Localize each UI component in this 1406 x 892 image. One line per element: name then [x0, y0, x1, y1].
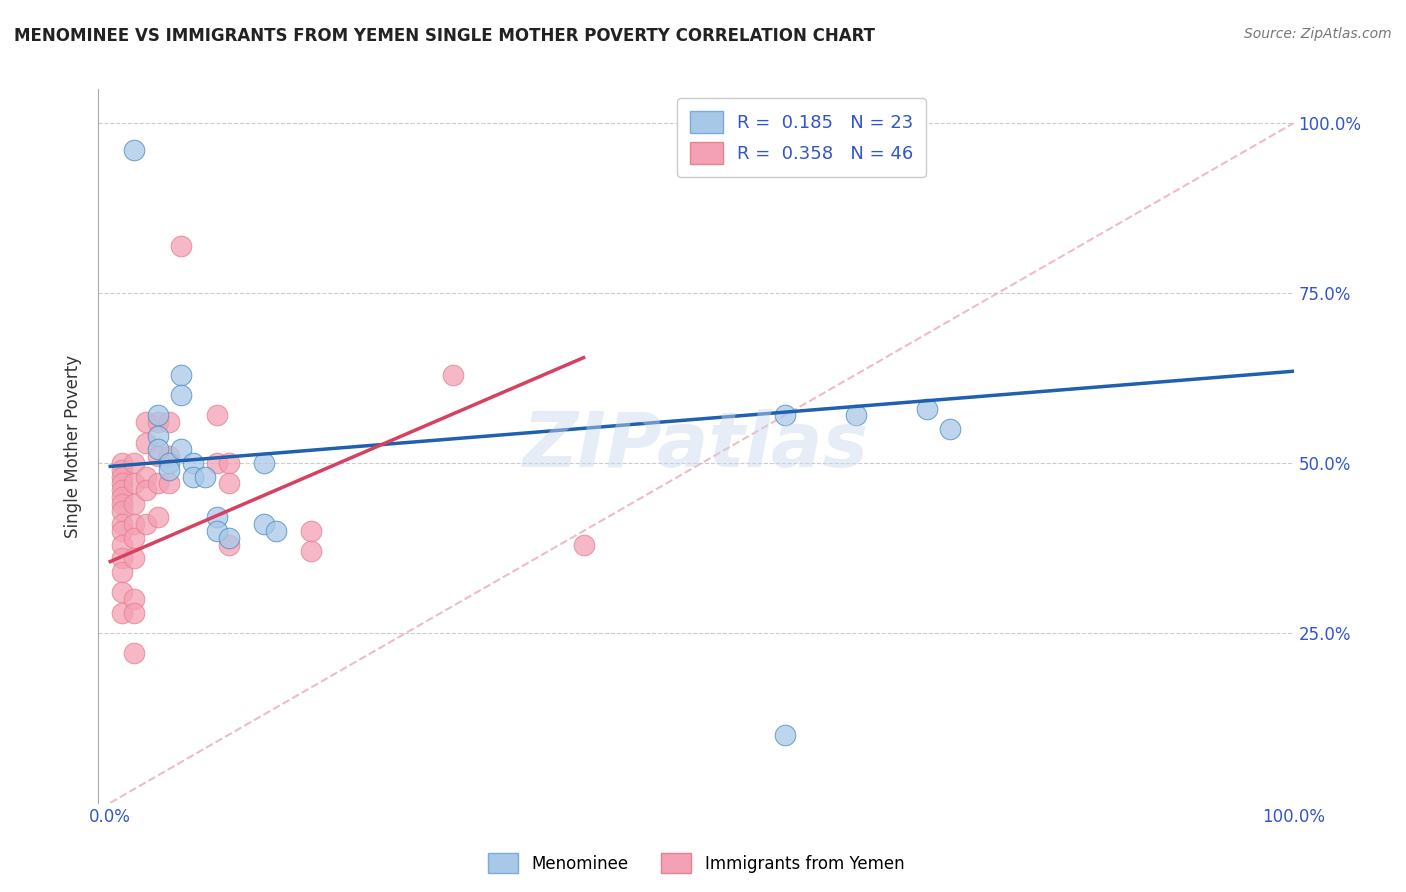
- Point: [122, 606, 145, 620]
- Point: [773, 728, 796, 742]
- Legend: Menominee, Immigrants from Yemen: Menominee, Immigrants from Yemen: [481, 847, 911, 880]
- Text: Source: ZipAtlas.com: Source: ZipAtlas.com: [1244, 27, 1392, 41]
- Point: [157, 415, 180, 429]
- Point: [111, 490, 134, 504]
- Y-axis label: Single Mother Poverty: Single Mother Poverty: [65, 354, 83, 538]
- Point: [111, 537, 134, 551]
- Point: [157, 476, 180, 491]
- Point: [122, 591, 145, 606]
- Point: [111, 497, 134, 511]
- Point: [111, 469, 134, 483]
- Point: [146, 442, 169, 457]
- Point: [157, 456, 180, 470]
- Point: [111, 606, 134, 620]
- Point: [111, 456, 134, 470]
- Point: [122, 551, 145, 566]
- Point: [218, 456, 240, 470]
- Point: [157, 449, 180, 463]
- Point: [146, 409, 169, 423]
- Point: [146, 429, 169, 443]
- Point: [299, 524, 322, 538]
- Point: [194, 469, 217, 483]
- Point: [170, 368, 193, 382]
- Point: [135, 483, 157, 498]
- Point: [170, 238, 193, 252]
- Point: [135, 435, 157, 450]
- Point: [170, 442, 193, 457]
- Point: [122, 476, 145, 491]
- Point: [111, 463, 134, 477]
- Point: [572, 537, 595, 551]
- Point: [146, 476, 169, 491]
- Point: [205, 510, 228, 524]
- Point: [253, 517, 276, 532]
- Text: MENOMINEE VS IMMIGRANTS FROM YEMEN SINGLE MOTHER POVERTY CORRELATION CHART: MENOMINEE VS IMMIGRANTS FROM YEMEN SINGL…: [14, 27, 875, 45]
- Point: [111, 483, 134, 498]
- Point: [157, 463, 180, 477]
- Point: [146, 510, 169, 524]
- Point: [111, 524, 134, 538]
- Point: [205, 409, 228, 423]
- Point: [773, 409, 796, 423]
- Point: [135, 415, 157, 429]
- Point: [218, 476, 240, 491]
- Point: [146, 449, 169, 463]
- Point: [845, 409, 868, 423]
- Point: [111, 565, 134, 579]
- Point: [146, 415, 169, 429]
- Point: [441, 368, 464, 382]
- Point: [111, 476, 134, 491]
- Point: [122, 456, 145, 470]
- Point: [122, 531, 145, 545]
- Point: [111, 585, 134, 599]
- Point: [122, 144, 145, 158]
- Point: [915, 401, 938, 416]
- Point: [181, 456, 204, 470]
- Point: [181, 469, 204, 483]
- Point: [218, 537, 240, 551]
- Text: ZIPatlas: ZIPatlas: [523, 409, 869, 483]
- Point: [111, 503, 134, 517]
- Point: [939, 422, 962, 436]
- Point: [218, 531, 240, 545]
- Point: [170, 388, 193, 402]
- Point: [205, 456, 228, 470]
- Point: [135, 469, 157, 483]
- Point: [135, 517, 157, 532]
- Point: [122, 517, 145, 532]
- Point: [111, 551, 134, 566]
- Point: [122, 646, 145, 660]
- Point: [253, 456, 276, 470]
- Point: [205, 524, 228, 538]
- Point: [122, 497, 145, 511]
- Point: [111, 517, 134, 532]
- Point: [264, 524, 287, 538]
- Point: [299, 544, 322, 558]
